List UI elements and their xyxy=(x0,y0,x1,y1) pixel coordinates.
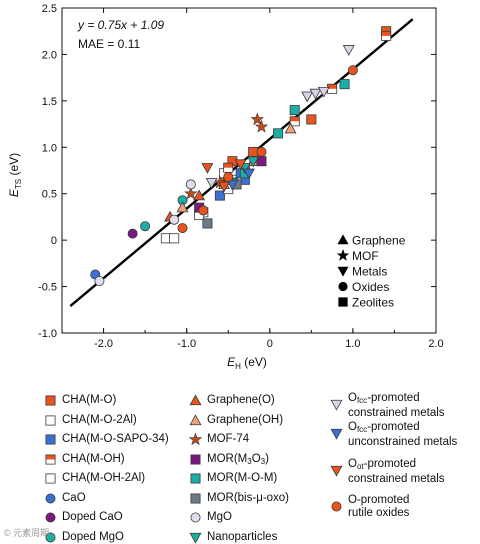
y-tick-label: 0.5 xyxy=(42,189,57,201)
data-point xyxy=(226,179,239,191)
equation-label: y = 0.75x + 1.09 xyxy=(77,18,164,32)
data-point xyxy=(214,190,225,201)
shape-legend-star-icon xyxy=(336,248,350,261)
y-tick-label: 2.0 xyxy=(42,49,57,61)
data-point xyxy=(301,91,314,103)
x-tick-label: -2.0 xyxy=(94,338,113,350)
shape-legend-triangle-up-icon xyxy=(337,234,349,245)
y-tick-label: 1.0 xyxy=(42,142,57,154)
y-tick-label: 2.5 xyxy=(42,3,57,15)
x-tick-label: 0 xyxy=(267,338,273,350)
plot-area: -2.0 -1.0 0 1.0 2.0 -1.0 -0.5 0 0.5 1.0 1.5 2.0 2.5 xyxy=(38,3,444,350)
x-tick-label: 1.0 xyxy=(345,338,360,350)
watermark: © 元素周期 xyxy=(4,528,50,538)
data-point xyxy=(202,218,213,229)
shape-legend-label: Metals xyxy=(352,265,387,279)
data-point xyxy=(306,114,317,125)
data-point xyxy=(284,122,297,134)
data-point xyxy=(273,128,284,139)
data-point xyxy=(169,233,180,244)
shape-legend-square-icon xyxy=(338,297,348,307)
data-point xyxy=(169,214,180,225)
data-point xyxy=(342,45,355,56)
data-point xyxy=(317,86,330,98)
data-point xyxy=(177,223,188,234)
data-point xyxy=(127,228,138,239)
data-point xyxy=(347,65,358,76)
data-point xyxy=(94,275,105,286)
shape-legend-label: Oxides xyxy=(352,280,389,294)
x-tick-label: -1.0 xyxy=(177,338,196,350)
data-point xyxy=(193,189,206,201)
plot-frame xyxy=(61,7,437,334)
data-point xyxy=(184,186,198,200)
y-tick-label: 1.5 xyxy=(42,96,57,108)
y-tick-label: 0 xyxy=(51,235,57,247)
data-point xyxy=(198,205,209,216)
y-tick-label: -1.0 xyxy=(38,328,57,340)
shape-legend-label: Graphene xyxy=(352,234,406,248)
shape-legend-label: MOF xyxy=(352,249,379,263)
shape-legend-label: Zeolites xyxy=(352,296,394,310)
x-axis-title: EH (eV) xyxy=(227,355,267,371)
data-point xyxy=(254,119,269,133)
shape-legend-circle-icon xyxy=(338,281,348,292)
data-point xyxy=(160,233,171,244)
data-point xyxy=(339,79,350,90)
data-point xyxy=(250,112,265,126)
data-point xyxy=(309,88,322,100)
data-point xyxy=(185,179,196,190)
data-point xyxy=(256,146,267,157)
data-point xyxy=(223,162,234,173)
data-point xyxy=(140,221,151,232)
data-point xyxy=(218,181,231,193)
data-point xyxy=(289,105,300,116)
data-point xyxy=(327,83,338,94)
y-tick-label: -0.5 xyxy=(38,282,57,294)
data-point xyxy=(205,177,218,189)
data-point xyxy=(201,163,214,174)
mae-label: MAE = 0.11 xyxy=(78,37,140,51)
data-point xyxy=(243,168,255,180)
data-point xyxy=(381,30,392,41)
data-point xyxy=(289,116,300,127)
shape-legend-triangle-down-icon xyxy=(337,266,349,277)
data-point xyxy=(223,171,234,182)
data-point xyxy=(234,159,247,171)
y-axis-title: ETS (eV) xyxy=(7,153,23,197)
data-point xyxy=(247,156,260,168)
x-tick-label: 2.0 xyxy=(428,338,443,350)
data-point xyxy=(176,201,189,213)
